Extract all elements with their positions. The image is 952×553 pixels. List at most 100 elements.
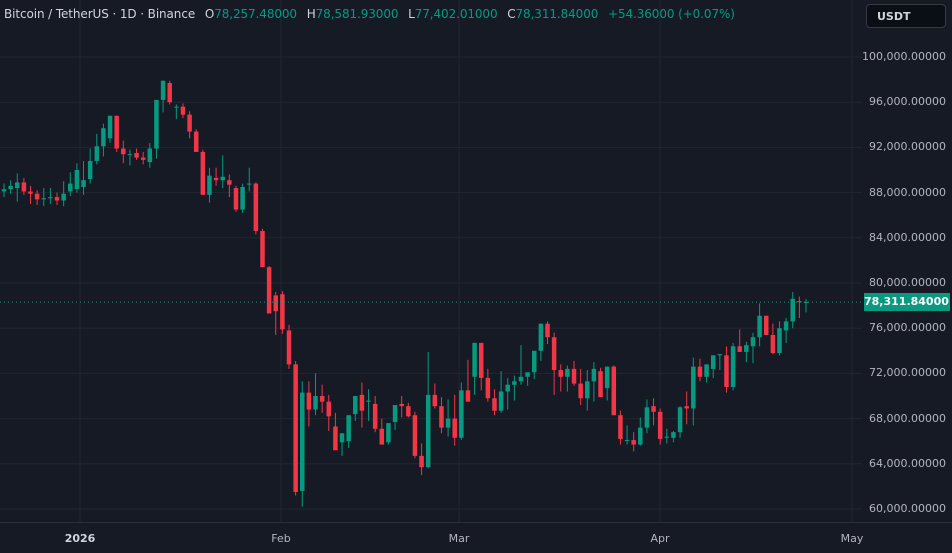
candle-body (717, 354, 723, 356)
high-value: 78,581.93000 (315, 7, 399, 21)
candle-body (598, 371, 603, 398)
candle-body (313, 396, 318, 410)
time-axis[interactable]: 2026 Feb Mar Apr May (0, 522, 952, 553)
candlestick-chart[interactable] (0, 0, 862, 522)
candle-body (485, 377, 491, 399)
open-label: O (204, 7, 215, 21)
price-tick: 72,000.00000 (869, 366, 946, 380)
candle-body (432, 394, 438, 407)
candle-body (472, 342, 477, 377)
candle-body (220, 176, 225, 181)
low-value: 77,402.01000 (414, 7, 498, 21)
candle-body (372, 403, 378, 429)
candle-body (193, 131, 199, 152)
candle-body (545, 323, 550, 338)
candle-body (68, 183, 73, 192)
time-tick: Mar (448, 532, 470, 545)
candle-body (1, 189, 7, 192)
candle-body (121, 148, 126, 155)
time-tick: 2026 (64, 532, 96, 545)
candle-body (266, 267, 272, 314)
candle-body (154, 99, 159, 149)
candle-body (638, 427, 643, 445)
candle-body (425, 394, 431, 468)
candle-body (571, 368, 577, 384)
candle-body (551, 337, 557, 371)
candle-body (644, 407, 650, 428)
close-value: 78,311.84000 (515, 7, 599, 21)
candle-body (783, 321, 789, 331)
candle-body (54, 197, 60, 201)
candle-body (518, 376, 524, 382)
candle-body (492, 398, 497, 411)
candle-body (671, 432, 676, 438)
candle-body (531, 350, 537, 373)
candle-body (246, 183, 252, 185)
time-tick: Feb (271, 532, 291, 545)
candle-body (611, 366, 617, 416)
chart-plot-area[interactable] (0, 0, 862, 522)
candle-body (790, 298, 795, 322)
candle-body (757, 315, 762, 338)
candle-body (392, 405, 398, 422)
candle-body (180, 106, 186, 115)
candle-body (750, 337, 756, 347)
price-axis[interactable] (862, 0, 952, 522)
candle-body (558, 370, 564, 377)
candle-body (134, 153, 139, 158)
candle-body (538, 323, 544, 351)
price-tick: 92,000.00000 (869, 140, 946, 154)
price-tick: 84,000.00000 (869, 230, 946, 244)
currency-selector[interactable]: USDT (866, 4, 946, 28)
candle-body (306, 392, 312, 410)
candle-body (724, 355, 729, 387)
candle-body (704, 364, 709, 377)
candle-body (512, 381, 517, 385)
candle-body (140, 157, 146, 160)
candle-body (730, 346, 736, 387)
candle-body (578, 383, 583, 399)
candle-body (300, 392, 305, 491)
candle-body (618, 415, 623, 439)
candle-body (34, 193, 40, 200)
candle-body (187, 114, 192, 132)
candle-body (803, 302, 809, 304)
symbol-legend: Bitcoin / TetherUS · 1D · Binance O78,25… (4, 7, 735, 21)
candle-body (240, 186, 245, 210)
price-tick: 96,000.00000 (869, 95, 946, 109)
symbol-title[interactable]: Bitcoin / TetherUS · 1D · Binance (4, 7, 196, 21)
candle-body (478, 342, 484, 378)
candle-body (359, 394, 365, 411)
candle-body (399, 403, 404, 407)
candle-body (147, 148, 153, 163)
candle-body (697, 366, 703, 377)
candle-body (631, 440, 636, 445)
candle-body (160, 80, 166, 100)
candle-body (94, 146, 100, 161)
candle-body (465, 390, 471, 402)
candle-body (41, 198, 47, 200)
candle-body (770, 334, 776, 354)
candle-body (339, 433, 345, 443)
candle-body (419, 455, 424, 468)
candle-body (651, 406, 656, 412)
candle-body (744, 345, 749, 352)
candle-body (167, 82, 172, 103)
candle-body (87, 160, 93, 180)
time-tick: May (840, 532, 864, 545)
candle-body (505, 384, 510, 392)
open-value: 78,257.48000 (214, 7, 297, 21)
candle-body (664, 436, 670, 438)
last-price-label: 78,311.84000 (864, 293, 950, 312)
candle-body (21, 182, 27, 192)
price-tick: 88,000.00000 (869, 185, 946, 199)
candle-body (28, 191, 33, 194)
candle-body (797, 301, 802, 303)
candle-body (319, 396, 325, 402)
candle-body (213, 177, 219, 181)
price-tick: 64,000.00000 (869, 456, 946, 470)
price-tick: 76,000.00000 (869, 321, 946, 335)
candle-body (81, 180, 86, 187)
candle-body (591, 368, 597, 382)
close-label: C (507, 7, 516, 21)
